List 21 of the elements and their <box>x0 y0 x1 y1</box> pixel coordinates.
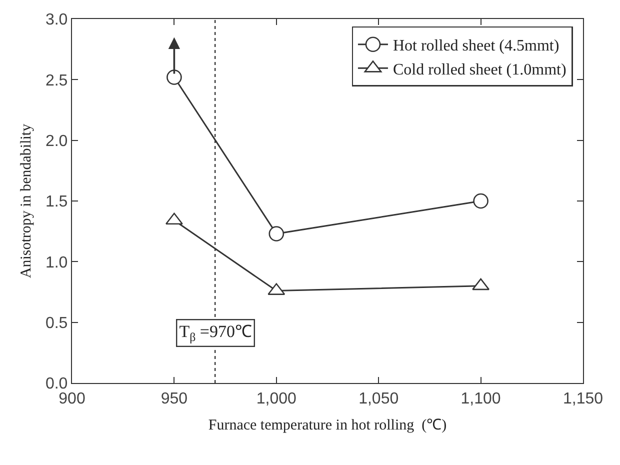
y-axis-title: Anisotropy in bendability <box>18 123 35 278</box>
y-tick-label: 1.5 <box>45 194 68 211</box>
point <box>166 70 182 85</box>
x-tick-label: 1,150 <box>562 390 604 408</box>
x-tick-label: 950 <box>160 390 188 408</box>
ref-line-label: T$_{β}$ =970℃ <box>179 322 252 344</box>
x-tick-label: 1,000 <box>256 390 297 408</box>
y-tick-label: 1.0 <box>45 254 68 272</box>
x-tick-label: 900 <box>58 390 86 408</box>
y-tick-label: 3.0 <box>45 12 68 29</box>
y-tick-label: 2.5 <box>45 72 68 90</box>
point <box>268 226 284 242</box>
x-tick-label: 1,100 <box>460 390 501 408</box>
y-tick-label: 0.0 <box>45 376 68 393</box>
y-tick-label: 2.0 <box>45 132 68 150</box>
x-tick-label: 1,050 <box>358 390 399 408</box>
legend-label: Hot rolled sheet (4.5mmt) <box>392 38 560 55</box>
legend-label: Cold rolled sheet (1.0mmt) <box>392 61 566 78</box>
x-axis-title: Furnace temperature in hot rolling (℃) <box>208 417 447 434</box>
y-tick-label: 0.5 <box>45 314 68 332</box>
point <box>473 193 488 209</box>
